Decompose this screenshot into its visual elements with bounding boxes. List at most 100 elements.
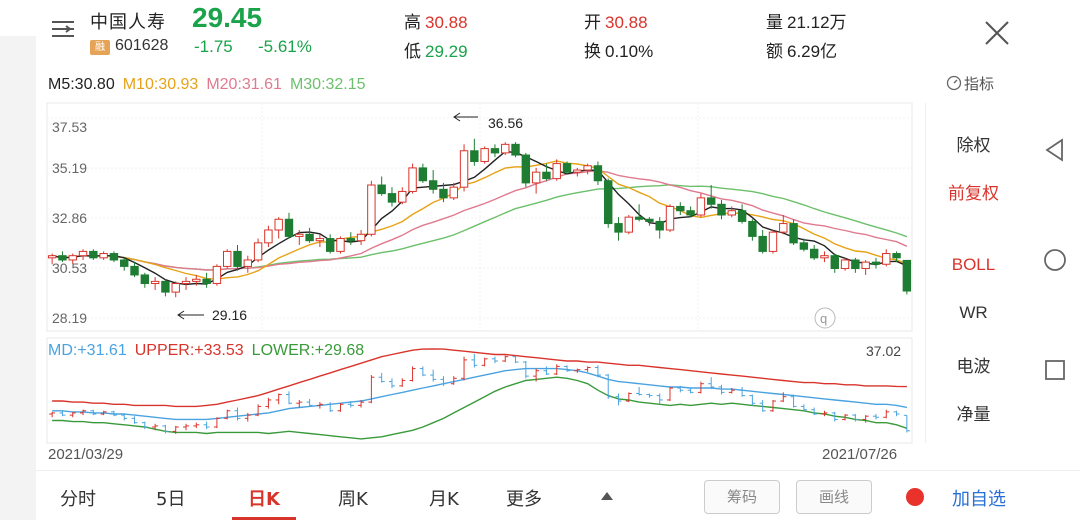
candle-body [387,193,397,203]
candle [161,279,170,297]
boll-bar [183,423,190,431]
candle [99,251,108,260]
max-annotation: 36.56 [453,112,523,131]
back-icon[interactable] [1040,135,1070,165]
candle [531,167,541,194]
boll-bar [543,366,550,376]
candle-body [398,190,407,203]
candle-body [676,205,685,212]
tab-monthly-k[interactable]: 月K [429,489,459,510]
candle-body [696,197,706,216]
candle [120,257,129,271]
boll-upper-label: UPPER:+33.53 [134,342,244,359]
candle [902,259,912,295]
close-icon[interactable] [982,18,1012,48]
boll-legend: MD:+31.61 UPPER:+33.53 LOWER:+29.68 [48,342,372,360]
y-axis-ticks: 37.53 35.19 32.86 30.53 28.19 [52,119,87,326]
candle [583,163,592,175]
boll-bar [430,369,437,382]
boll-bar [574,368,581,373]
candle-body [68,255,77,261]
boll-bar [594,365,601,378]
price-change: -1.75 [194,37,233,56]
min-annotation: 29.16 [177,307,247,323]
ma10-label: M10:30.93 [122,76,199,93]
tab-intraday[interactable]: 分时 [60,489,96,510]
tab-5day[interactable]: 5日 [156,489,186,510]
candle-body [604,180,613,225]
boll-bar [656,393,663,405]
candle-body [562,163,572,173]
candle-body [902,259,912,292]
candle [840,257,850,271]
candle [58,251,67,263]
candle [521,152,531,188]
candle-body [58,255,67,261]
draw-line-button[interactable]: 画线 [796,480,872,514]
side-item-ex-rights[interactable]: 除权 [956,136,991,156]
record-dot-icon[interactable] [906,488,924,506]
menu-icon[interactable] [50,18,76,40]
candle-body [233,250,242,267]
candle [47,253,57,265]
boll-bar [244,412,251,422]
side-item-wr[interactable]: WR [959,303,988,322]
boll-md-line [52,367,908,421]
candle-body [295,233,304,237]
left-gutter [0,0,36,520]
recents-icon[interactable] [1040,355,1070,385]
side-item-net-volume[interactable]: 净量 [956,405,991,425]
more-caret-icon[interactable] [601,492,613,500]
boll-bar [522,360,529,379]
candle [212,264,222,286]
candle-body [130,265,139,276]
boll-bar [121,414,128,421]
y-tick-label: 32.86 [52,210,87,226]
stat-low: 低 29.29 [404,37,468,62]
boll-bar [347,401,354,408]
candle [192,274,201,286]
candle-body [799,242,809,250]
candle [882,249,891,267]
boll-bar [872,414,879,420]
chip-button[interactable]: 筹码 [704,480,780,514]
candle-body [161,280,170,293]
stat-high: 高 30.88 [404,8,468,33]
side-item-boll[interactable]: BOLL [951,255,996,274]
tab-daily-k[interactable]: 日K [248,489,280,510]
side-item-forward-adjust[interactable]: 前复权 [948,184,999,204]
candle-body [140,274,150,285]
candle-body [78,250,88,257]
ma-legend: M5:30.80 M10:30.93 M20:31.61 M30:32.15 [48,76,374,94]
candle-body [243,259,253,267]
stat-low-label: 低 [404,42,421,62]
boll-bar [811,407,818,416]
candle-body [480,148,489,162]
add-watchlist-button[interactable]: 加自选 [952,489,1006,510]
min-price-label: 29.16 [212,307,247,323]
candle-body [89,250,98,259]
candle-body [212,265,222,285]
boll-bar [728,388,735,394]
boll-bar [152,423,159,431]
candle-body [181,280,191,285]
tab-more[interactable]: 更多 [506,489,542,510]
candle [809,244,819,260]
candle-body [325,238,335,252]
candle-body [748,220,757,237]
candle-body [882,253,891,265]
side-item-wave[interactable]: 电波 [956,357,991,377]
boll-bar [224,409,231,420]
ma5-label: M5:30.80 [48,76,115,93]
candle-body [428,180,438,190]
boll-bar [780,392,787,403]
tab-weekly-k[interactable]: 周K [338,489,368,510]
watermark-glyph: q [820,311,827,326]
indicator-button[interactable]: 指标 [946,73,994,94]
candle-body [892,253,901,259]
home-icon[interactable] [1040,245,1070,275]
stat-open: 开 30.88 [584,8,648,33]
boll-bar [584,366,591,372]
candle [78,249,88,260]
